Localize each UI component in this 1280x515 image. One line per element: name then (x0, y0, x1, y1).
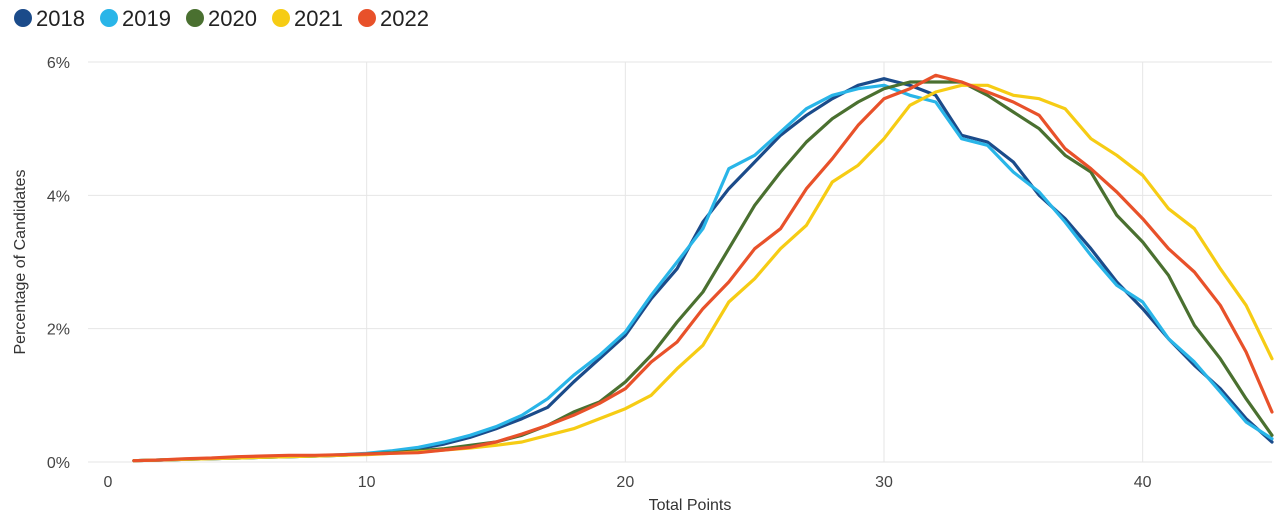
legend-label: 2022 (380, 6, 429, 31)
legend-item-2022[interactable]: 2022 (358, 6, 429, 31)
legend-item-2021[interactable]: 2021 (272, 6, 343, 31)
legend-label: 2019 (122, 6, 171, 31)
y-tick-label: 4% (47, 188, 70, 205)
legend: 2018 2019 2020 2021 2022 (14, 6, 429, 31)
series-line-2022 (132, 73, 1274, 463)
gridlines (88, 61, 1272, 463)
legend-label: 2021 (294, 6, 343, 31)
legend-item-2018[interactable]: 2018 (14, 6, 85, 31)
y-tick-label: 2% (47, 322, 70, 339)
series-line-2020 (132, 80, 1274, 463)
legend-marker (186, 9, 204, 27)
y-tick-label: 0% (47, 455, 70, 472)
y-axis-title: Percentage of Candidates (12, 169, 29, 354)
legend-marker (14, 9, 32, 27)
y-axis-ticks: 0% 2% 4% 6% (47, 55, 70, 472)
series-line-2021 (132, 83, 1274, 463)
x-tick-label: 10 (358, 474, 376, 491)
legend-marker (100, 9, 118, 27)
x-axis-title: Total Points (649, 497, 732, 514)
legend-label: 2018 (36, 6, 85, 31)
x-tick-label: 30 (875, 474, 893, 491)
legend-item-2019[interactable]: 2019 (100, 6, 171, 31)
y-tick-label: 6% (47, 55, 70, 72)
x-tick-label: 0 (104, 474, 113, 491)
legend-marker (358, 9, 376, 27)
legend-marker (272, 9, 290, 27)
x-tick-label: 40 (1134, 474, 1152, 491)
series-line-2019 (132, 83, 1274, 463)
series-lines (132, 73, 1274, 463)
x-tick-label: 20 (616, 474, 634, 491)
legend-item-2020[interactable]: 2020 (186, 6, 257, 31)
legend-label: 2020 (208, 6, 257, 31)
x-axis-ticks: 0 10 20 30 40 (104, 474, 1152, 491)
